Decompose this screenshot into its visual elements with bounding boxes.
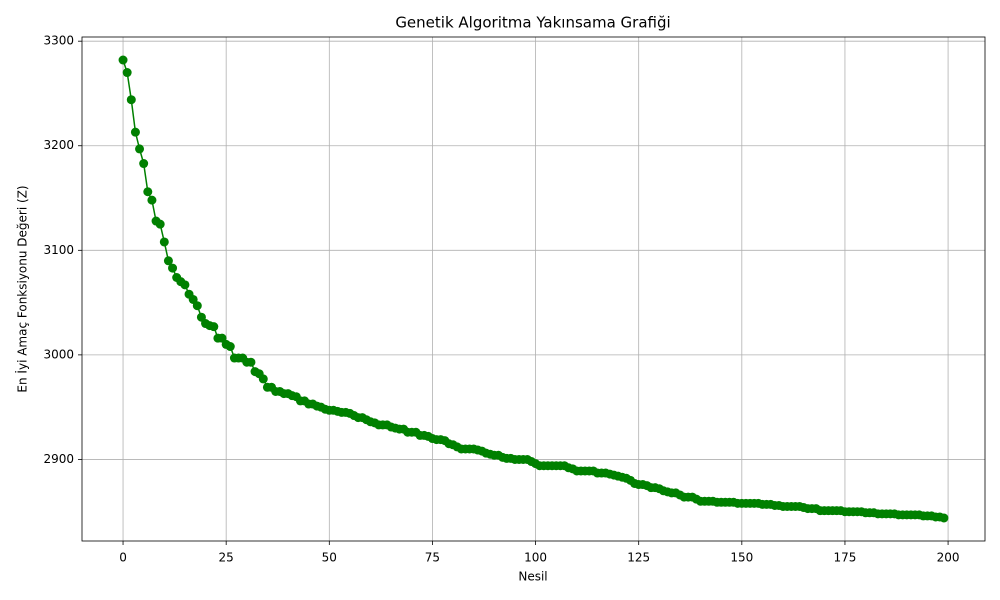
data-point xyxy=(939,513,949,523)
data-point xyxy=(258,374,268,384)
y-tick-label: 3100 xyxy=(43,243,74,257)
x-tick-label: 25 xyxy=(219,551,234,565)
x-tick-label: 75 xyxy=(425,551,440,565)
data-point xyxy=(180,280,190,290)
data-point xyxy=(126,95,136,105)
data-point xyxy=(155,219,165,229)
data-point xyxy=(147,195,157,205)
y-tick-label: 2900 xyxy=(43,452,74,466)
data-point xyxy=(122,68,132,78)
data-point xyxy=(168,263,178,273)
x-tick-label: 0 xyxy=(119,551,127,565)
data-point xyxy=(225,342,235,352)
y-tick-label: 3200 xyxy=(43,138,74,152)
x-tick-label: 100 xyxy=(524,551,547,565)
plot-frame xyxy=(81,36,986,542)
x-tick-label: 125 xyxy=(627,551,650,565)
x-tick-label: 200 xyxy=(937,551,960,565)
x-axis-label: Nesil xyxy=(518,570,547,584)
data-line xyxy=(122,59,945,519)
x-tick-label: 175 xyxy=(833,551,856,565)
data-point xyxy=(163,256,173,266)
data-point xyxy=(118,55,128,65)
data-point xyxy=(135,144,145,154)
data-point xyxy=(139,159,149,169)
x-tick-label: 50 xyxy=(322,551,337,565)
chart-title: Genetik Algoritma Yakınsama Grafiği xyxy=(395,14,670,32)
y-tick-label: 3300 xyxy=(43,34,74,48)
data-point xyxy=(159,237,169,247)
x-tick-label: 150 xyxy=(730,551,753,565)
data-point xyxy=(130,127,140,137)
y-tick-label: 3000 xyxy=(43,347,74,361)
data-point xyxy=(192,301,202,311)
data-point xyxy=(209,322,219,332)
data-point xyxy=(143,187,153,197)
y-axis-label: En İyi Amaç Fonksiyonu Değeri (Z) xyxy=(15,185,30,392)
data-point xyxy=(246,357,256,367)
